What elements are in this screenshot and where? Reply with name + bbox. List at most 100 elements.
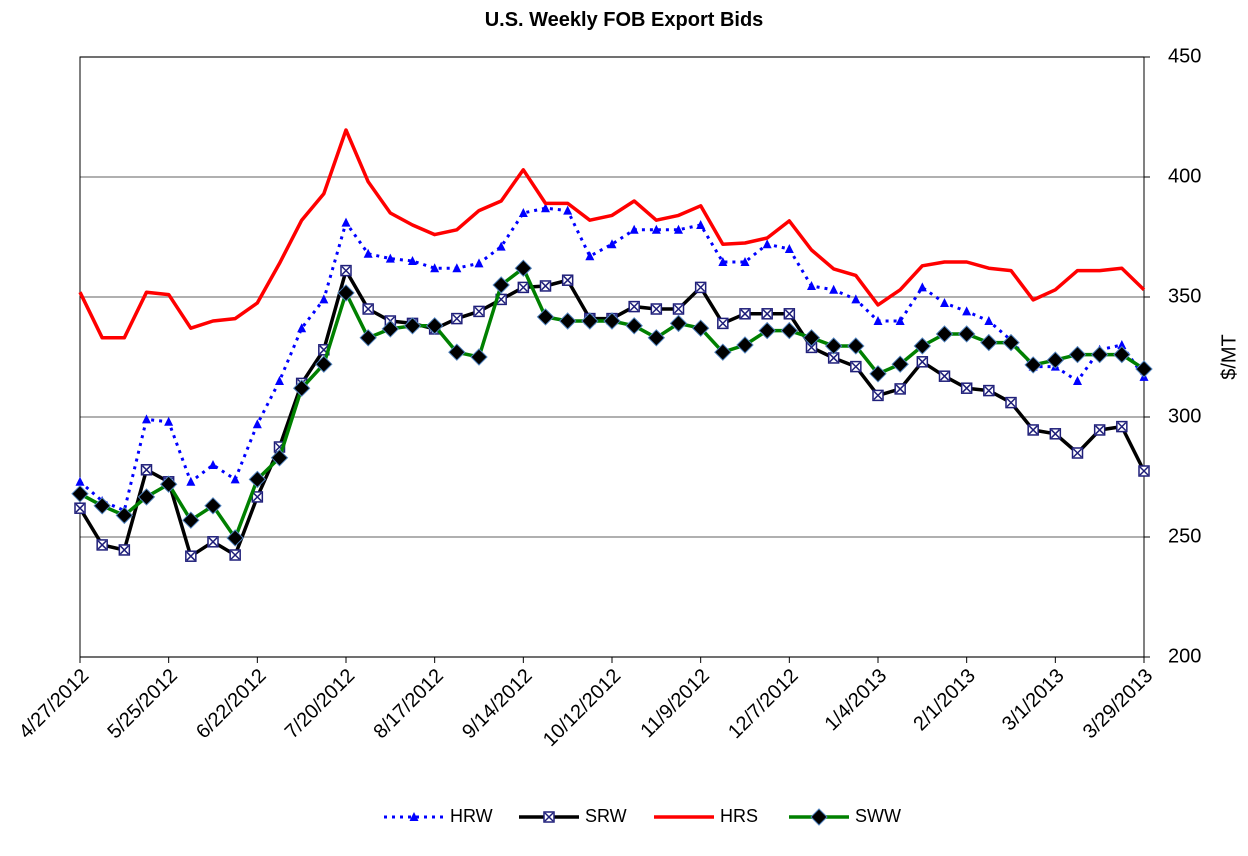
marker [207,536,219,548]
marker [341,217,351,227]
marker [1002,333,1020,352]
marker [891,355,909,373]
marker [983,384,995,397]
marker-cross [97,540,107,550]
marker [758,321,776,340]
marker [425,317,444,335]
marker-cross [762,309,772,319]
marker-cross [518,282,528,292]
marker [1073,376,1082,385]
marker [270,449,289,467]
marker [182,511,200,529]
x-tick-label: 11/9/2012 [637,665,714,742]
marker [448,343,466,361]
marker [539,280,552,292]
marker [518,208,528,217]
marker-cross [962,383,972,393]
marker [917,282,927,292]
marker [739,308,751,320]
series-line [79,206,1146,513]
marker [581,312,599,330]
marker [337,284,355,302]
marker-cross [873,390,883,400]
marker-cross [629,302,639,312]
x-tick-label: 4/27/2012 [15,665,93,743]
marker [940,298,949,307]
marker-cross [917,357,927,367]
marker [962,306,972,316]
marker [783,308,796,320]
legend-label: SWW [855,806,901,826]
legend-marker [543,811,555,823]
marker [74,502,86,514]
marker [292,379,311,397]
marker [75,476,85,486]
x-tick-label: 1/4/2013 [821,665,892,736]
marker [736,336,754,354]
marker [208,460,218,469]
marker [470,348,488,366]
marker [1093,424,1106,436]
marker [672,303,685,315]
marker [714,343,732,361]
marker-cross [1006,398,1016,408]
marker [872,389,884,402]
x-tick-label: 3/29/2013 [1079,665,1157,743]
marker-cross [474,306,484,316]
marker [561,274,574,286]
marker [451,312,463,325]
marker [140,464,153,476]
marker [164,416,174,426]
y-tick-label: 400 [1168,165,1201,187]
marker-cross [363,304,373,314]
legend-marker [810,808,828,826]
chart-title: U.S. Weekly FOB Export Bids [485,9,764,31]
marker [740,256,750,266]
x-tick-label: 2/1/2013 [909,665,980,736]
marker [1005,396,1017,409]
marker [536,308,555,326]
marker-cross [1050,429,1060,439]
marker-cross [984,386,994,396]
marker [363,248,373,258]
marker [229,549,241,561]
marker-cross [1095,425,1105,435]
marker [496,241,506,251]
marker [226,529,244,547]
marker [629,224,639,234]
marker [957,325,976,343]
marker [517,281,530,294]
marker-cross [540,281,551,291]
marker [381,320,400,338]
plot-frame [79,56,1145,658]
x-tick-label: 8/17/2012 [369,665,447,743]
marker [650,303,663,315]
y-tick-label: 300 [1168,405,1201,427]
marker [359,329,377,347]
marker [1116,420,1128,433]
marker-cross [1139,466,1149,476]
legend-label: HRW [450,806,493,826]
marker [780,321,799,340]
marker [385,253,395,263]
marker [230,474,240,484]
legend-label: HRS [720,806,758,826]
legend-marker [409,812,419,821]
marker-cross [718,318,728,328]
marker [1113,345,1131,364]
marker-cross [563,275,573,285]
marker [1068,345,1087,364]
y-tick-label: 350 [1168,285,1201,307]
marker-cross [230,550,240,560]
marker-cross [939,371,950,381]
marker-cross [696,282,706,292]
x-tick-label: 7/20/2012 [281,665,359,743]
marker [1024,356,1042,374]
marker [873,316,883,325]
marker [694,281,707,294]
marker [1090,345,1109,364]
marker [960,382,973,394]
marker [980,333,998,352]
